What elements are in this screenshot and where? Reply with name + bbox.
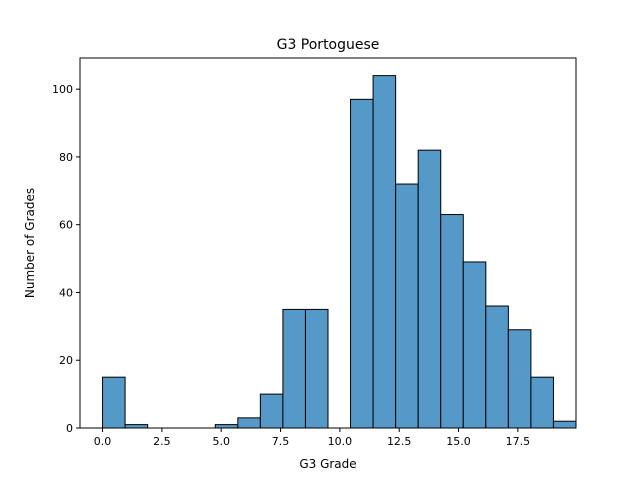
- y-tick-label: 40: [59, 286, 73, 299]
- x-tick-label: 12.5: [387, 435, 412, 448]
- y-tick-label: 80: [59, 151, 73, 164]
- x-tick-label: 5.0: [212, 435, 230, 448]
- x-tick-label: 10.0: [328, 435, 353, 448]
- histogram-bar: [417, 149, 442, 429]
- x-axis-label: G3 Grade: [299, 457, 356, 471]
- y-axis-ticks: 0 20 40 60 80 100: [52, 83, 80, 435]
- histogram-bar: [395, 183, 419, 429]
- x-tick-label: 0.0: [94, 435, 112, 448]
- histogram-bar: [440, 214, 464, 429]
- histogram-bar: [507, 329, 532, 429]
- y-tick-label: 100: [52, 83, 73, 96]
- y-tick-label: 0: [66, 422, 73, 435]
- histogram-bar: [282, 308, 306, 429]
- bars-group: [102, 75, 577, 429]
- x-tick-label: 2.5: [153, 435, 171, 448]
- histogram-bar: [372, 75, 397, 429]
- chart-title: G3 Portoguese: [277, 37, 380, 53]
- x-tick-label: 17.5: [506, 435, 531, 448]
- histogram-bar: [485, 305, 509, 429]
- y-tick-label: 20: [59, 354, 73, 367]
- histogram-bar: [530, 376, 554, 429]
- histogram-bar: [304, 308, 329, 429]
- y-axis-label: Number of Grades: [23, 188, 37, 298]
- x-tick-label: 15.0: [446, 435, 471, 448]
- histogram-bar: [124, 424, 149, 429]
- histogram-bar: [552, 420, 577, 429]
- x-tick-label: 7.5: [272, 435, 290, 448]
- y-tick-label: 60: [59, 219, 73, 232]
- x-axis-ticks: 0.0 2.5 5.0 7.5 10.0 12.5 15.0 17.5: [94, 428, 530, 448]
- histogram-bar: [350, 98, 374, 429]
- histogram-bar: [259, 393, 284, 429]
- histogram-bar: [462, 261, 487, 429]
- histogram-bar: [102, 376, 126, 429]
- histogram-bar: [214, 424, 239, 429]
- histogram-bar: [237, 417, 261, 429]
- plot-frame: [79, 57, 577, 429]
